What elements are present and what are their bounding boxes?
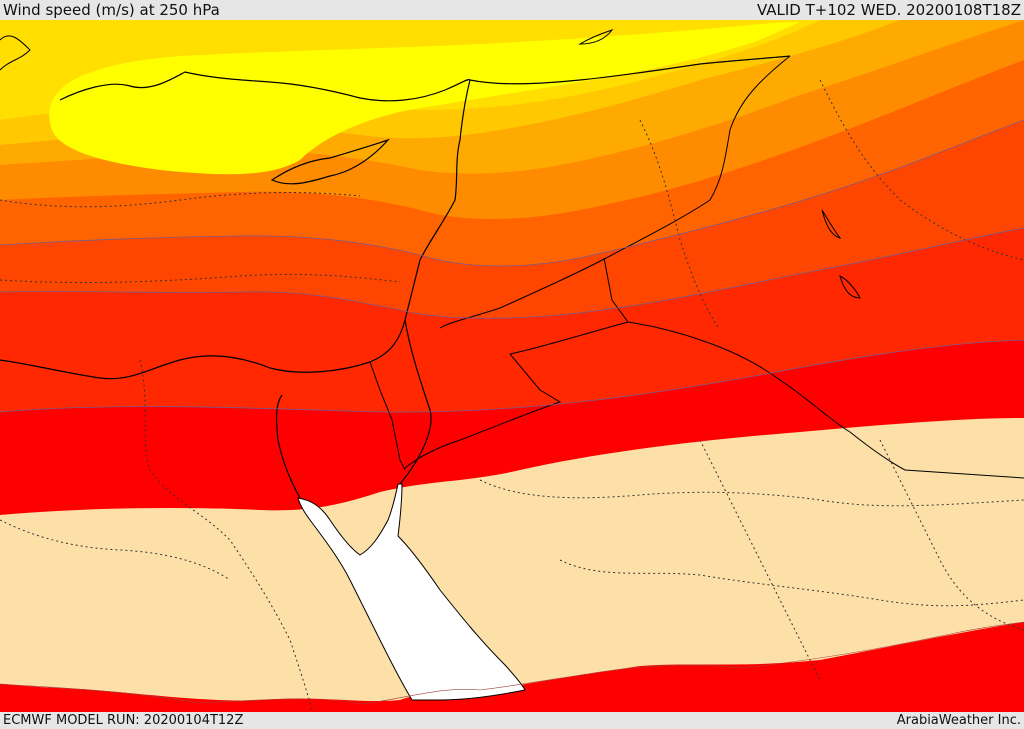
wind-speed-map[interactable] bbox=[0, 20, 1024, 712]
isotachs bbox=[0, 119, 1024, 413]
red-sea bbox=[297, 483, 526, 701]
band-tan bbox=[0, 418, 1024, 702]
valid-time: VALID T+102 WED. 20200108T18Z bbox=[756, 1, 1021, 19]
footer-bar: ECMWF MODEL RUN: 20200104T12Z ArabiaWeat… bbox=[0, 712, 1024, 729]
model-run: ECMWF MODEL RUN: 20200104T12Z bbox=[3, 713, 244, 728]
coastlines bbox=[0, 55, 791, 499]
header-bar: Wind speed (m/s) at 250 hPa VALID T+102 … bbox=[0, 0, 1024, 20]
credit: ArabiaWeather Inc. bbox=[896, 713, 1021, 728]
map-title: Wind speed (m/s) at 250 hPa bbox=[3, 1, 220, 19]
province-borders bbox=[0, 79, 1024, 712]
map-canvas bbox=[0, 20, 1024, 712]
islands bbox=[0, 29, 861, 299]
country-borders bbox=[369, 55, 1024, 479]
band-yellow bbox=[49, 22, 801, 175]
band-red-south-edge bbox=[0, 621, 1024, 705]
